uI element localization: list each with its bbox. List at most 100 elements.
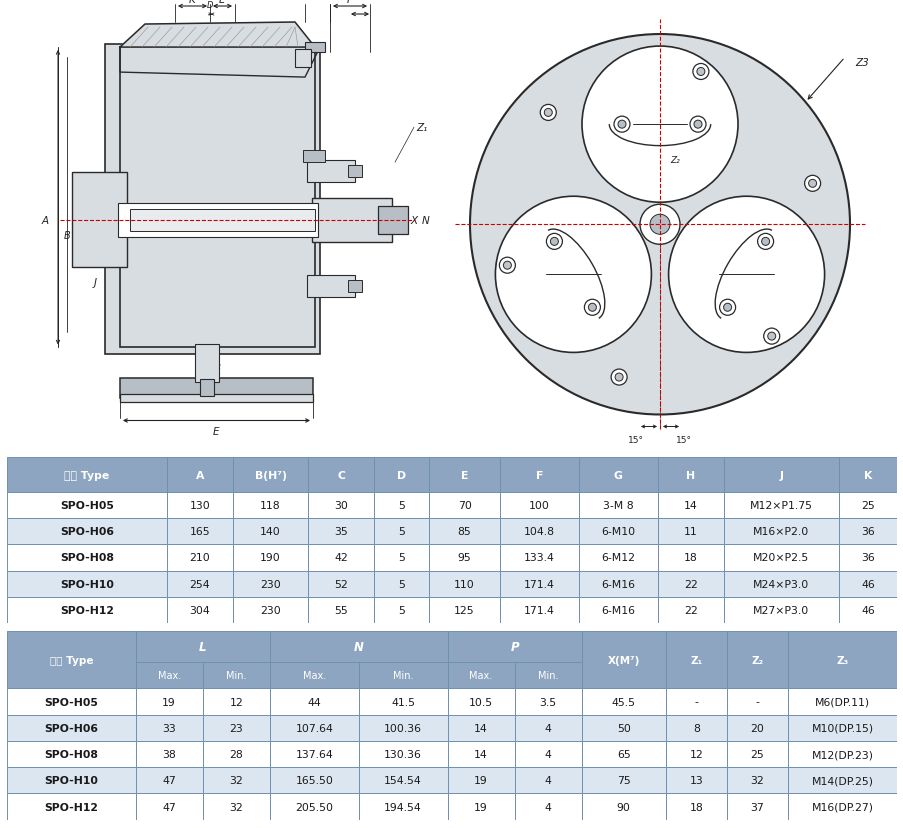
Bar [130, 210, 314, 232]
Bar [582, 741, 665, 768]
Bar [270, 715, 358, 741]
Circle shape [613, 117, 629, 133]
Text: SPO-H06: SPO-H06 [44, 723, 98, 733]
Bar [514, 715, 582, 741]
Bar [135, 715, 202, 741]
Text: 110: 110 [453, 579, 474, 589]
Text: SPO-H10: SPO-H10 [44, 775, 98, 786]
Bar [308, 492, 374, 518]
Text: 44: 44 [307, 696, 321, 707]
Bar [723, 597, 838, 623]
Bar [578, 597, 656, 623]
Text: 230: 230 [260, 579, 281, 589]
Bar [428, 492, 499, 518]
Text: M6(DP.11): M6(DP.11) [814, 696, 869, 707]
Text: -: - [694, 696, 697, 707]
Bar [202, 689, 270, 715]
Bar [726, 631, 787, 689]
Bar [232, 571, 308, 597]
Bar [838, 545, 896, 571]
Bar [578, 458, 656, 492]
Bar [499, 492, 578, 518]
Circle shape [503, 262, 511, 270]
Text: 38: 38 [163, 749, 176, 759]
Bar [377, 207, 407, 235]
Bar [72, 173, 126, 268]
Bar [374, 492, 428, 518]
Text: 254: 254 [190, 579, 209, 589]
Text: SPO-H05: SPO-H05 [60, 500, 114, 510]
Bar [514, 793, 582, 820]
Bar [308, 571, 374, 597]
Bar [726, 689, 787, 715]
Bar [447, 689, 514, 715]
Text: 5: 5 [397, 605, 405, 615]
Bar [428, 518, 499, 545]
Bar [294, 50, 311, 68]
Bar [582, 715, 665, 741]
Bar [135, 631, 270, 662]
Text: 6-M10: 6-M10 [600, 527, 635, 537]
Bar [308, 518, 374, 545]
Text: M14(DP.25): M14(DP.25) [811, 775, 872, 786]
Text: J: J [778, 470, 783, 480]
Bar [665, 741, 726, 768]
Text: P: P [347, 0, 353, 5]
Text: 47: 47 [163, 802, 176, 811]
Bar [7, 545, 166, 571]
Text: 205.50: 205.50 [295, 802, 333, 811]
Text: A: A [42, 216, 49, 226]
Text: 107.64: 107.64 [295, 723, 333, 733]
Text: 154.54: 154.54 [384, 775, 422, 786]
Bar [499, 518, 578, 545]
Text: 4: 4 [545, 775, 551, 786]
Polygon shape [120, 23, 314, 48]
Circle shape [649, 215, 669, 235]
Bar [270, 631, 447, 662]
Text: 130.36: 130.36 [384, 749, 422, 759]
Circle shape [582, 47, 737, 203]
Text: 41.5: 41.5 [391, 696, 414, 707]
Bar [723, 518, 838, 545]
Text: Z₃: Z₃ [835, 655, 848, 665]
Bar [578, 571, 656, 597]
Text: Max.: Max. [469, 671, 492, 681]
Bar [166, 458, 232, 492]
Bar [665, 793, 726, 820]
Bar [447, 715, 514, 741]
Text: 8: 8 [692, 723, 699, 733]
Text: J: J [93, 278, 97, 288]
Text: 37: 37 [749, 802, 764, 811]
Bar [787, 741, 896, 768]
Text: Min.: Min. [393, 671, 413, 681]
Bar [270, 689, 358, 715]
Bar [656, 571, 723, 597]
Circle shape [544, 109, 552, 118]
Bar [358, 715, 447, 741]
Text: 19: 19 [474, 802, 488, 811]
Text: 4: 4 [545, 749, 551, 759]
Bar [582, 689, 665, 715]
Circle shape [588, 304, 596, 312]
Bar [118, 204, 318, 238]
Circle shape [550, 238, 558, 246]
Text: Max.: Max. [303, 671, 326, 681]
Bar [665, 768, 726, 793]
Text: 19: 19 [163, 696, 176, 707]
Text: 133.4: 133.4 [524, 553, 554, 563]
Text: N: N [353, 640, 363, 653]
Bar [358, 793, 447, 820]
Text: 171.4: 171.4 [524, 579, 554, 589]
Bar [582, 793, 665, 820]
Bar [105, 45, 320, 355]
Bar [656, 518, 723, 545]
Text: 230: 230 [260, 605, 281, 615]
Bar [374, 571, 428, 597]
Bar [656, 597, 723, 623]
Bar [202, 768, 270, 793]
Bar [447, 741, 514, 768]
Bar [428, 545, 499, 571]
Text: 23: 23 [229, 723, 243, 733]
Bar [838, 571, 896, 597]
Text: 140: 140 [260, 527, 281, 537]
